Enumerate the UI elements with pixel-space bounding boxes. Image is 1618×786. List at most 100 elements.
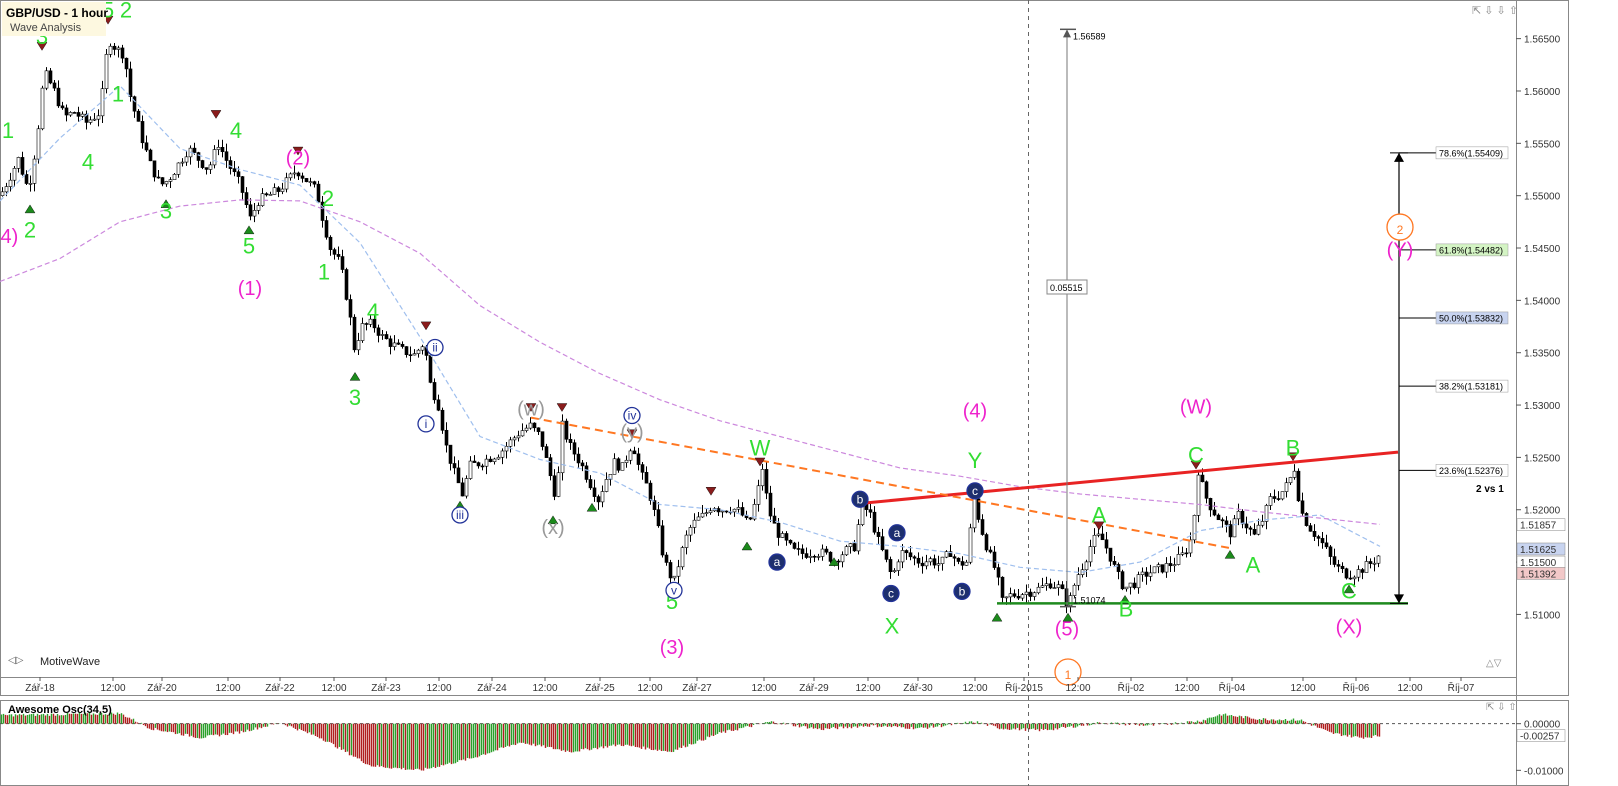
candle-body — [768, 492, 773, 517]
wave-label: 3 — [160, 199, 172, 224]
candle-body — [300, 175, 305, 179]
wave-label: A — [1092, 502, 1107, 527]
candle-body — [1248, 527, 1253, 530]
candle-body — [1312, 531, 1317, 537]
candle-body — [892, 570, 897, 573]
candle-body — [268, 194, 273, 196]
x-tick-label: 12:00 — [321, 683, 346, 694]
candle-body — [1192, 515, 1197, 541]
candle-body — [672, 575, 677, 579]
candle-body — [272, 187, 277, 195]
y-tick-label: 1.56500 — [1524, 35, 1561, 46]
candle-body — [1240, 510, 1245, 525]
candle-body — [284, 177, 289, 190]
candle-body — [1096, 533, 1101, 536]
fib-retracement[interactable]: 78.6%(1.55409) 61.8%(1.54482) 50.0%(1.5383… — [1390, 146, 1509, 604]
candle-body — [1036, 586, 1041, 594]
low-pivot-marker — [1062, 612, 1074, 622]
wave-circle-text: a — [894, 526, 901, 540]
high-pivot-marker — [556, 403, 568, 412]
candle-body — [1228, 524, 1233, 538]
candle-body — [1116, 564, 1121, 572]
high-pivot-marker — [1190, 460, 1202, 470]
wave-circle — [417, 415, 435, 433]
candle-body — [1304, 513, 1309, 526]
candle-body — [600, 491, 605, 503]
x-tick-label: 12:00 — [855, 683, 880, 694]
range-measure[interactable]: 1.56589 1.51074 0.05515 — [1046, 28, 1106, 608]
high-pivot-marker — [36, 42, 48, 51]
candle-body — [352, 316, 357, 351]
candle-body — [916, 557, 921, 564]
x-tick-label: Zář-22 — [265, 683, 295, 694]
candle-body — [920, 562, 925, 567]
price-tag-label: 1.51500 — [1520, 558, 1557, 569]
candle-body — [988, 549, 993, 553]
candle-body — [668, 562, 673, 579]
candle-body — [1280, 491, 1285, 500]
candle-body — [356, 340, 361, 351]
fib-level-label: 78.6%(1.55409) — [1439, 148, 1503, 158]
pivot-markers — [24, 15, 1355, 622]
candle-body — [368, 318, 373, 325]
candle-body — [872, 511, 877, 533]
price-tag-label: 1.51857 — [1520, 521, 1557, 532]
candle-body — [448, 444, 453, 464]
wave-label: (x) — [541, 517, 564, 539]
symbol-title: GBP/USD - 1 hour — [6, 6, 108, 20]
candle-body — [664, 554, 669, 563]
candle-body — [1356, 569, 1361, 578]
trend-lines[interactable] — [530, 416, 1408, 605]
candle-body — [912, 556, 917, 559]
candle-body — [684, 534, 689, 548]
candle-body — [760, 469, 765, 487]
candle-body — [252, 210, 257, 217]
candle-body — [384, 334, 389, 340]
candle-body — [1024, 591, 1029, 595]
candle-body — [24, 174, 29, 184]
candle-body — [992, 551, 997, 568]
candle-body — [468, 460, 473, 479]
x-tick-label: Říj-07 — [1448, 681, 1475, 694]
candle-body — [1332, 556, 1337, 565]
wave-circle — [665, 581, 683, 599]
panel-controls-icon[interactable]: ⇱ ⇩ ⇩ ⇧ — [1472, 5, 1518, 17]
candle-body — [532, 422, 537, 429]
candle-body — [972, 498, 977, 529]
candle-body — [456, 467, 461, 484]
osc-current-box — [1516, 729, 1566, 742]
wave-labels: 5231144325(1)(2)2143(4)5(3)WX(4)YAB(5)(W… — [0, 0, 1413, 659]
candle-body — [280, 188, 285, 192]
candle-body — [240, 176, 245, 193]
candle-body — [884, 549, 889, 560]
candle-body — [88, 119, 93, 123]
candle-body — [524, 427, 529, 431]
candle-body — [608, 474, 613, 480]
zoom-controls-icon[interactable]: △▽ — [1486, 658, 1502, 669]
high-pivot-marker — [210, 110, 222, 119]
candle-body — [704, 512, 709, 514]
osc-controls-icon[interactable]: ⇱ ⇩ ⇧ — [1486, 702, 1517, 713]
y-tick-label: 1.52000 — [1524, 506, 1561, 517]
candle-body — [332, 249, 337, 255]
time-axis[interactable]: Zář-18 12:00 Zář-20 12:00 Zář-22 12:00 Zář-23 1… — [25, 677, 1475, 694]
candle-body — [1168, 563, 1173, 567]
moving-averages — [0, 84, 1381, 574]
wave-label: 2 — [322, 186, 334, 211]
candle-body — [504, 445, 509, 452]
wave-circle — [966, 482, 984, 500]
nav-arrows-icon[interactable]: ◁▷ — [8, 655, 24, 666]
candle-body — [484, 458, 489, 467]
wave-label: A — [1246, 553, 1261, 578]
candle-body — [928, 558, 933, 563]
candle-body — [1364, 561, 1369, 573]
candle-body — [948, 551, 953, 557]
candle-body — [692, 519, 697, 528]
high-pivot-marker — [1093, 521, 1105, 531]
candle-body — [96, 115, 101, 120]
x-tick-label: 12:00 — [100, 683, 125, 694]
candle-body — [732, 508, 737, 513]
